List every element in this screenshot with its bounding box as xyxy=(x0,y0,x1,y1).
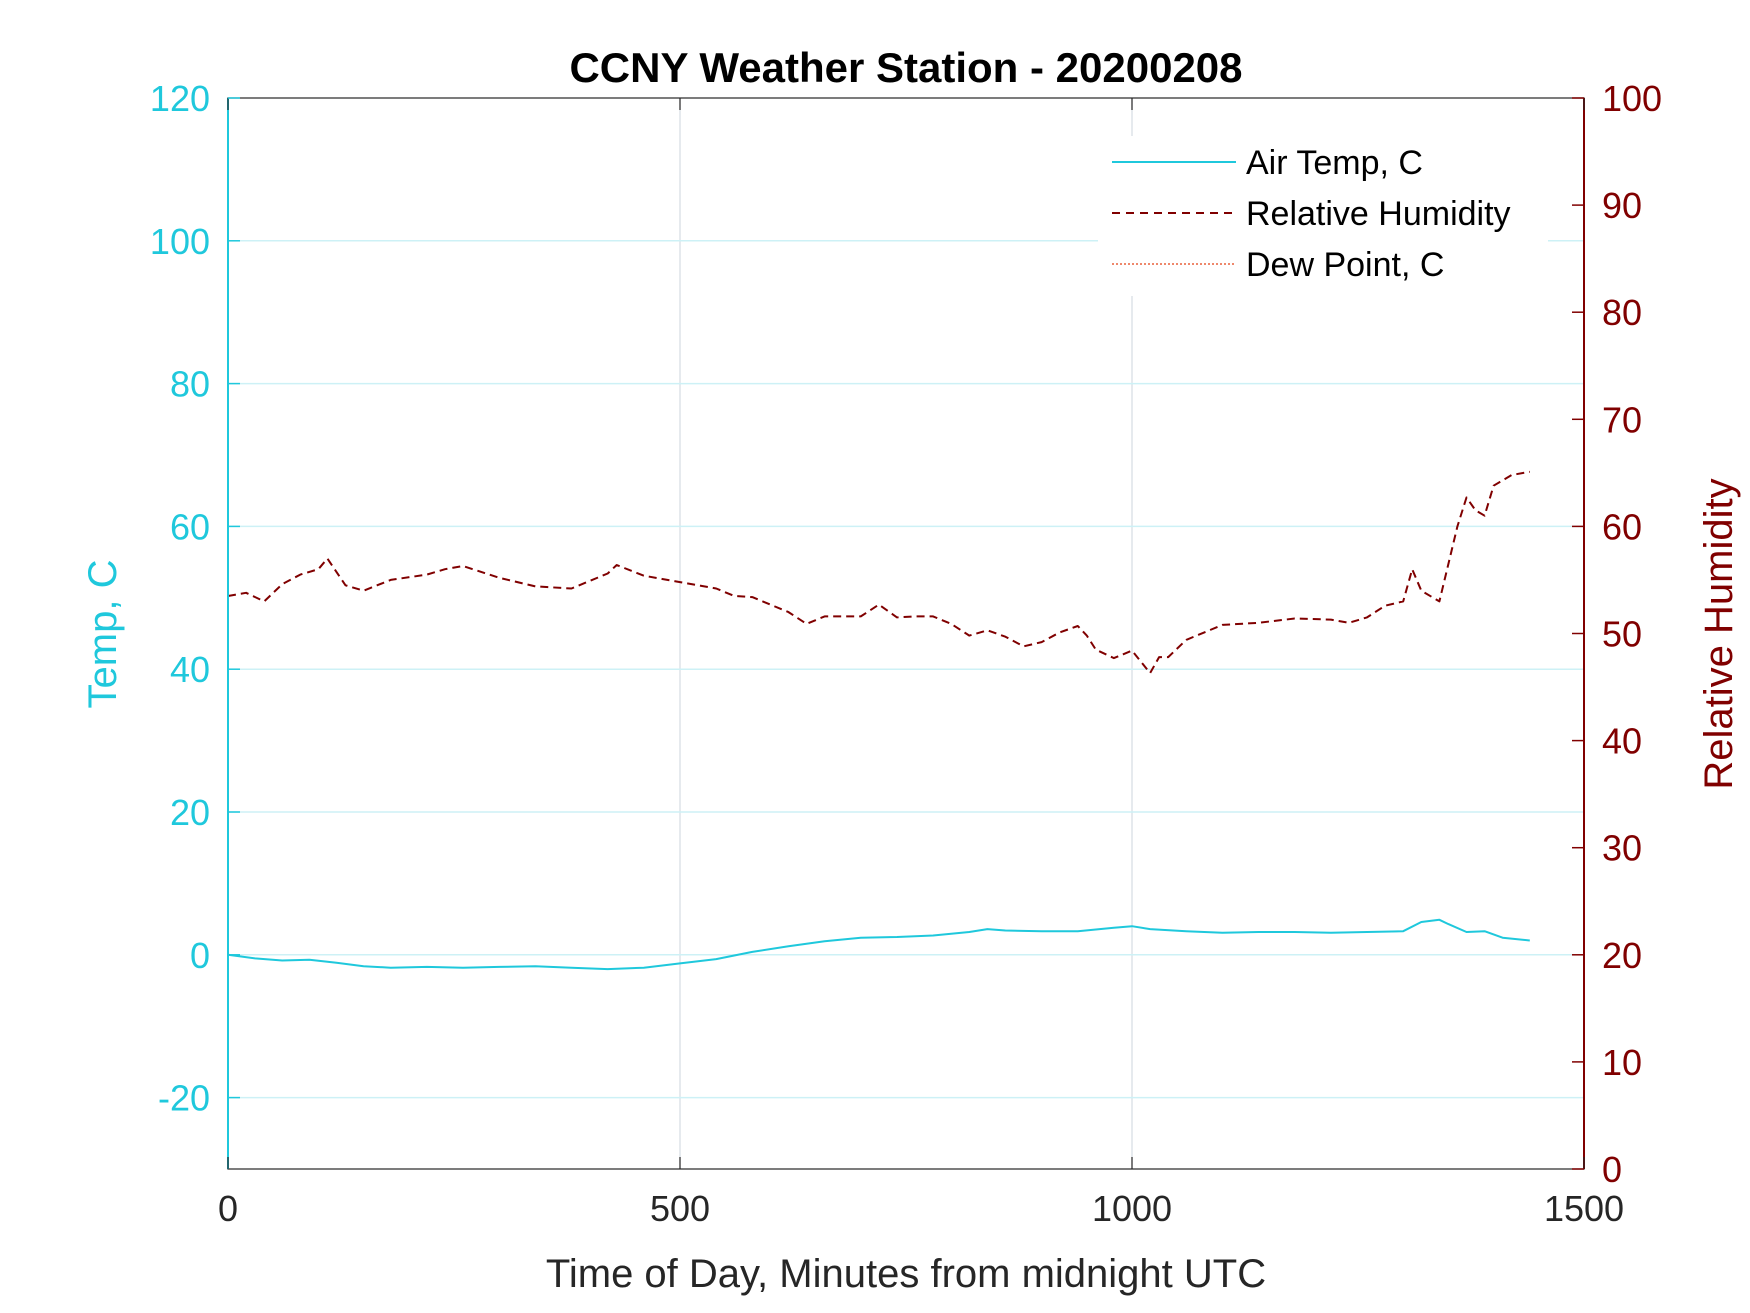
left-y-tick-label: 60 xyxy=(170,506,210,547)
chart-title: CCNY Weather Station - 20200208 xyxy=(569,44,1242,91)
right-y-tick-label: 20 xyxy=(1602,935,1642,976)
left-y-tick-label: 120 xyxy=(150,78,210,119)
right-y-tick-label: 100 xyxy=(1602,78,1662,119)
left-y-tick-label: 0 xyxy=(190,935,210,976)
left-y-tick-label: 20 xyxy=(170,792,210,833)
x-tick-label: 1000 xyxy=(1092,1188,1172,1229)
left-y-axis-title: Temp, C xyxy=(81,560,125,709)
left-y-tick-label: 40 xyxy=(170,649,210,690)
right-y-tick-label: 0 xyxy=(1602,1149,1622,1190)
legend: Air Temp, C Relative Humidity Dew Point,… xyxy=(1098,136,1548,296)
legend-label-dew-point: Dew Point, C xyxy=(1246,246,1444,284)
right-y-tick-label: 60 xyxy=(1602,506,1642,547)
series-layer xyxy=(227,470,1530,971)
series-line-0 xyxy=(227,918,1530,971)
legend-label-relative-humidity: Relative Humidity xyxy=(1246,195,1511,233)
axis-layer: 0 500 1000 1500 -20 0 20 40 60 80 100 120 0 10 20 30 40 5… xyxy=(150,78,1662,1229)
left-y-tick-label: 80 xyxy=(170,364,210,405)
right-y-tick-label: 50 xyxy=(1602,614,1642,655)
right-y-tick-label: 40 xyxy=(1602,721,1642,762)
x-tick-label: 500 xyxy=(650,1188,710,1229)
right-y-tick-label: 10 xyxy=(1602,1042,1642,1083)
right-y-tick-label: 90 xyxy=(1602,185,1642,226)
right-y-tick-label: 30 xyxy=(1602,828,1642,869)
right-y-axis-title: Relative Humidity xyxy=(1697,478,1741,789)
legend-label-air-temp: Air Temp, C xyxy=(1246,144,1423,182)
x-tick-label: 0 xyxy=(218,1188,238,1229)
right-y-tick-label: 80 xyxy=(1602,292,1642,333)
x-tick-label: 1500 xyxy=(1544,1188,1624,1229)
left-y-tick-label: 100 xyxy=(150,221,210,262)
x-axis-title: Time of Day, Minutes from midnight UTC xyxy=(546,1252,1266,1296)
series-line-1 xyxy=(227,470,1530,675)
grid-layer xyxy=(228,98,1584,1169)
right-y-tick-label: 70 xyxy=(1602,399,1642,440)
left-y-tick-label: -20 xyxy=(158,1078,210,1119)
